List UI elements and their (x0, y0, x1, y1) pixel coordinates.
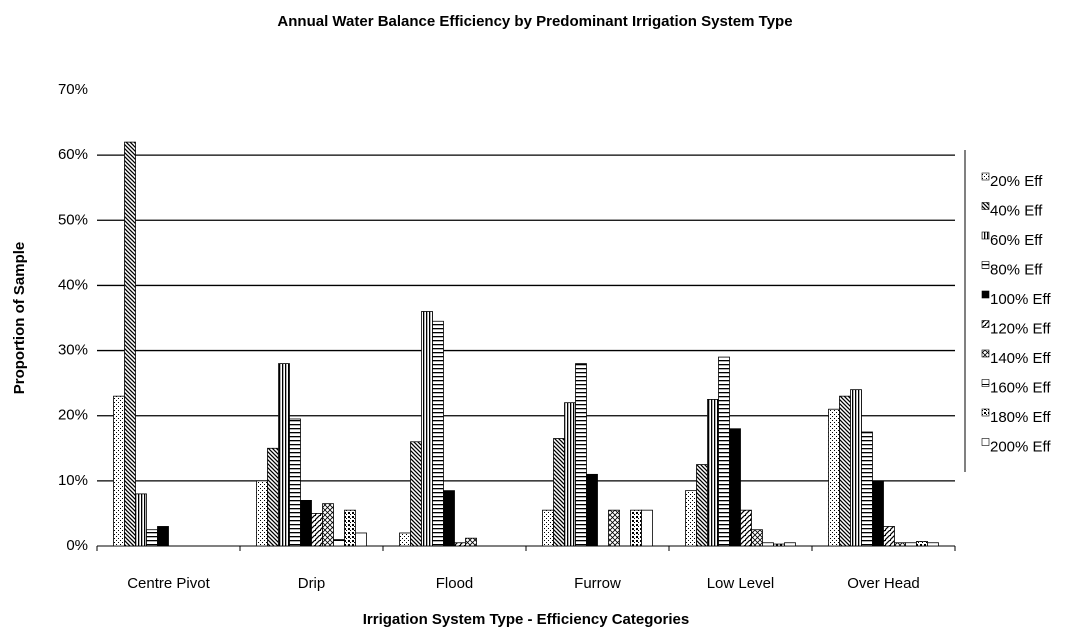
bar (135, 493, 147, 547)
bar (894, 542, 906, 547)
bar (157, 526, 169, 547)
legend-label: 60% Eff (990, 232, 1043, 249)
bar (839, 395, 851, 547)
bar (718, 356, 730, 547)
bar (465, 537, 477, 547)
bar (322, 503, 334, 547)
legend-label: 160% Eff (990, 379, 1051, 396)
legend-label: 180% Eff (990, 409, 1051, 426)
legend-swatch (981, 379, 990, 387)
bar (267, 447, 279, 547)
bar (784, 542, 796, 547)
bar (256, 480, 268, 547)
bar (443, 490, 455, 547)
y-tick-label: 40% (58, 276, 88, 293)
bar (729, 428, 741, 547)
y-tick-label: 70% (58, 81, 88, 98)
y-tick-label: 0% (66, 537, 88, 554)
y-axis-label: Proportion of Sample (11, 242, 28, 395)
legend-swatch (981, 320, 990, 328)
bar (850, 389, 862, 547)
bar (300, 499, 312, 547)
bar (696, 464, 708, 547)
bar (883, 526, 895, 547)
bar (630, 509, 642, 547)
bar (311, 513, 323, 547)
legend-label: 20% Eff (990, 173, 1043, 190)
y-tick-label: 20% (58, 407, 88, 424)
x-tick-label: Over Head (847, 575, 920, 592)
bar (751, 529, 763, 547)
legend-swatch (981, 231, 990, 240)
bar (454, 542, 466, 547)
bar (762, 542, 774, 547)
legend-label: 100% Eff (990, 291, 1051, 308)
bar (861, 431, 873, 547)
x-tick-label: Centre Pivot (127, 575, 210, 592)
bar (905, 542, 917, 547)
bar (916, 541, 928, 547)
bar (542, 509, 554, 547)
y-tick-label: 10% (58, 472, 88, 489)
legend-label: 120% Eff (990, 320, 1051, 337)
x-tick-label: Flood (436, 575, 474, 592)
bar (278, 363, 290, 547)
bar (707, 399, 719, 547)
bar (289, 418, 301, 547)
legend-label: 200% Eff (990, 438, 1051, 455)
x-axis-label: Irrigation System Type - Efficiency Cate… (363, 611, 689, 628)
bar (355, 532, 367, 547)
bar (399, 532, 411, 547)
bar (740, 509, 752, 547)
bar (641, 509, 653, 547)
bar (410, 441, 422, 547)
x-tick-label: Low Level (707, 575, 775, 592)
y-tick-label: 50% (58, 211, 88, 228)
bar (564, 402, 576, 547)
legend-swatch (981, 202, 990, 210)
legend-swatch (981, 290, 990, 299)
bar (608, 509, 620, 547)
y-tick-label: 60% (58, 146, 88, 163)
chart-title: Annual Water Balance Efficiency by Predo… (277, 13, 792, 30)
bar (586, 473, 598, 547)
x-tick-label: Furrow (574, 575, 621, 592)
legend-swatch (981, 408, 990, 417)
y-tick-label: 30% (58, 342, 88, 359)
legend-label: 140% Eff (990, 350, 1051, 367)
bar (872, 480, 884, 547)
bar (828, 408, 840, 547)
bar (421, 311, 433, 547)
bar (432, 320, 444, 547)
legend-label: 80% Eff (990, 261, 1043, 278)
legend-swatch (981, 172, 990, 181)
bar (124, 141, 136, 547)
legend-label: 40% Eff (990, 202, 1043, 219)
legend-swatch (981, 349, 990, 358)
bar (927, 542, 939, 547)
bar (575, 363, 587, 547)
bar (685, 490, 697, 547)
bar (113, 395, 125, 547)
bar (773, 543, 785, 547)
x-tick-label: Drip (298, 575, 326, 592)
bar (344, 509, 356, 547)
legend-swatch (981, 438, 990, 446)
bar (146, 529, 158, 547)
bar (553, 438, 565, 547)
legend-swatch (981, 261, 990, 269)
bar (333, 539, 345, 547)
